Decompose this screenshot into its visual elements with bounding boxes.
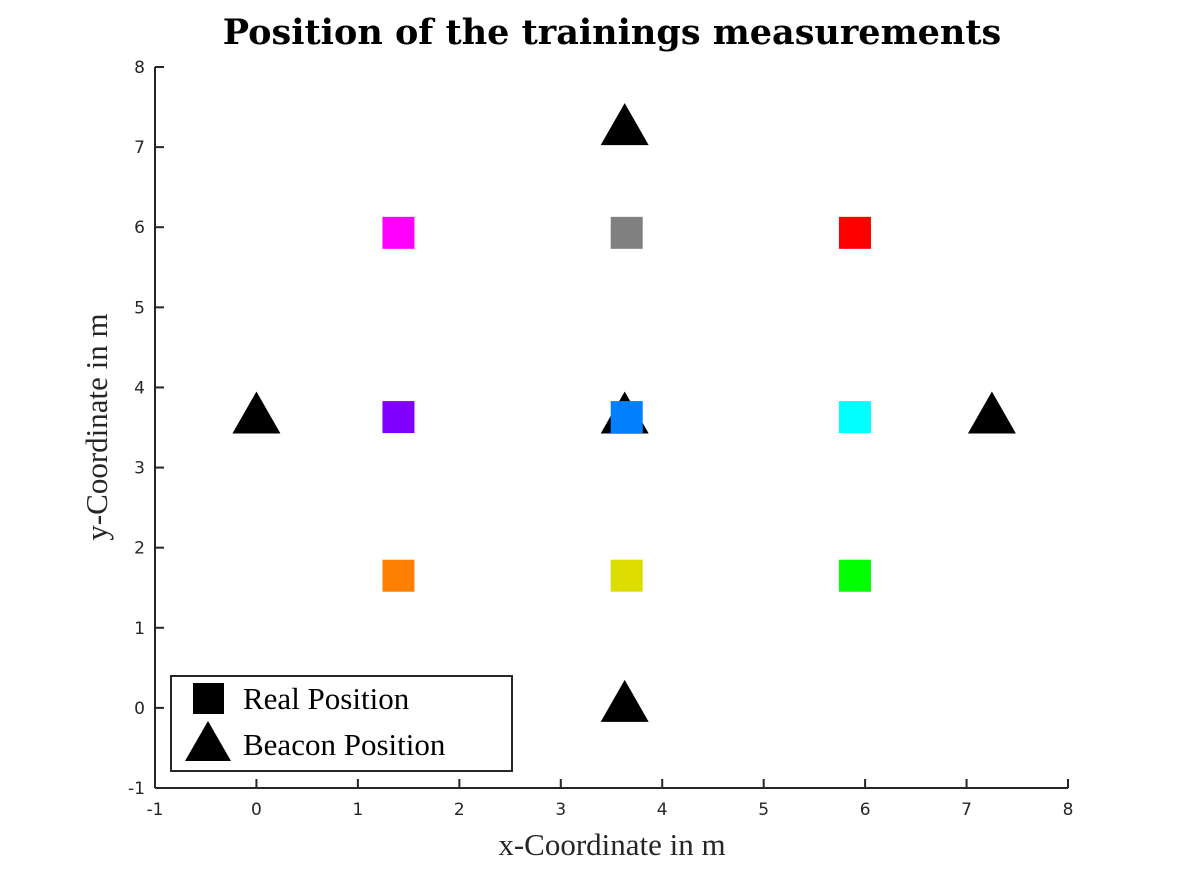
- real-position-marker: [610, 559, 643, 592]
- real-position-marker: [610, 401, 643, 434]
- x-tick-label: 2: [454, 800, 465, 820]
- x-tick-label: 3: [555, 800, 566, 820]
- y-tick-label: 0: [134, 699, 145, 719]
- real-position-marker: [610, 216, 643, 249]
- legend-label-beacon-position: Beacon Position: [243, 727, 446, 762]
- x-tick-label: -1: [147, 800, 164, 820]
- beacon-position-marker: [600, 679, 649, 722]
- x-tick-label: 0: [251, 800, 262, 820]
- legend-triangle-marker: [185, 721, 231, 761]
- real-position-marker: [382, 401, 415, 434]
- legend-box: [170, 675, 513, 772]
- y-tick-label: -1: [128, 779, 145, 799]
- y-tick-label: 3: [134, 459, 145, 479]
- real-position-marker: [838, 216, 871, 249]
- y-tick-label: 2: [134, 539, 145, 559]
- y-tick-label: 4: [134, 378, 145, 398]
- x-tick-label: 7: [961, 800, 972, 820]
- y-tick-label: 5: [134, 298, 145, 318]
- axes: -1 0 1 2 3 4 5 6 7 8 -1 0 1 2 3 4 5 6 7 8: [128, 58, 1073, 820]
- chart-title: Position of the trainings measurements: [223, 12, 1001, 53]
- x-axis-label: x-Coordinate in m: [498, 827, 725, 862]
- x-tick-label: 5: [758, 800, 769, 820]
- real-position-marker: [382, 216, 415, 249]
- legend-label-real-position: Real Position: [243, 681, 410, 716]
- x-tick-label: 4: [657, 800, 668, 820]
- y-tick-label: 7: [134, 138, 145, 158]
- beacon-position-marker: [967, 391, 1016, 434]
- y-axis-label: y-Coordinate in m: [79, 313, 114, 540]
- legend-square-marker: [193, 683, 224, 714]
- real-position-marker: [382, 559, 415, 592]
- x-tick-label: 6: [860, 800, 871, 820]
- real-position-marker: [838, 559, 871, 592]
- beacon-position-marker: [600, 103, 649, 146]
- real-position-marker: [838, 401, 871, 434]
- data-marks: [232, 103, 1016, 722]
- x-tick-label: 1: [352, 800, 363, 820]
- y-tick-label: 6: [134, 218, 145, 238]
- x-tick-label: 8: [1063, 800, 1074, 820]
- beacon-position-marker: [232, 391, 281, 434]
- y-tick-label: 8: [134, 58, 145, 78]
- legend: Real Position Beacon Position: [170, 675, 513, 772]
- y-tick-label: 1: [134, 619, 145, 639]
